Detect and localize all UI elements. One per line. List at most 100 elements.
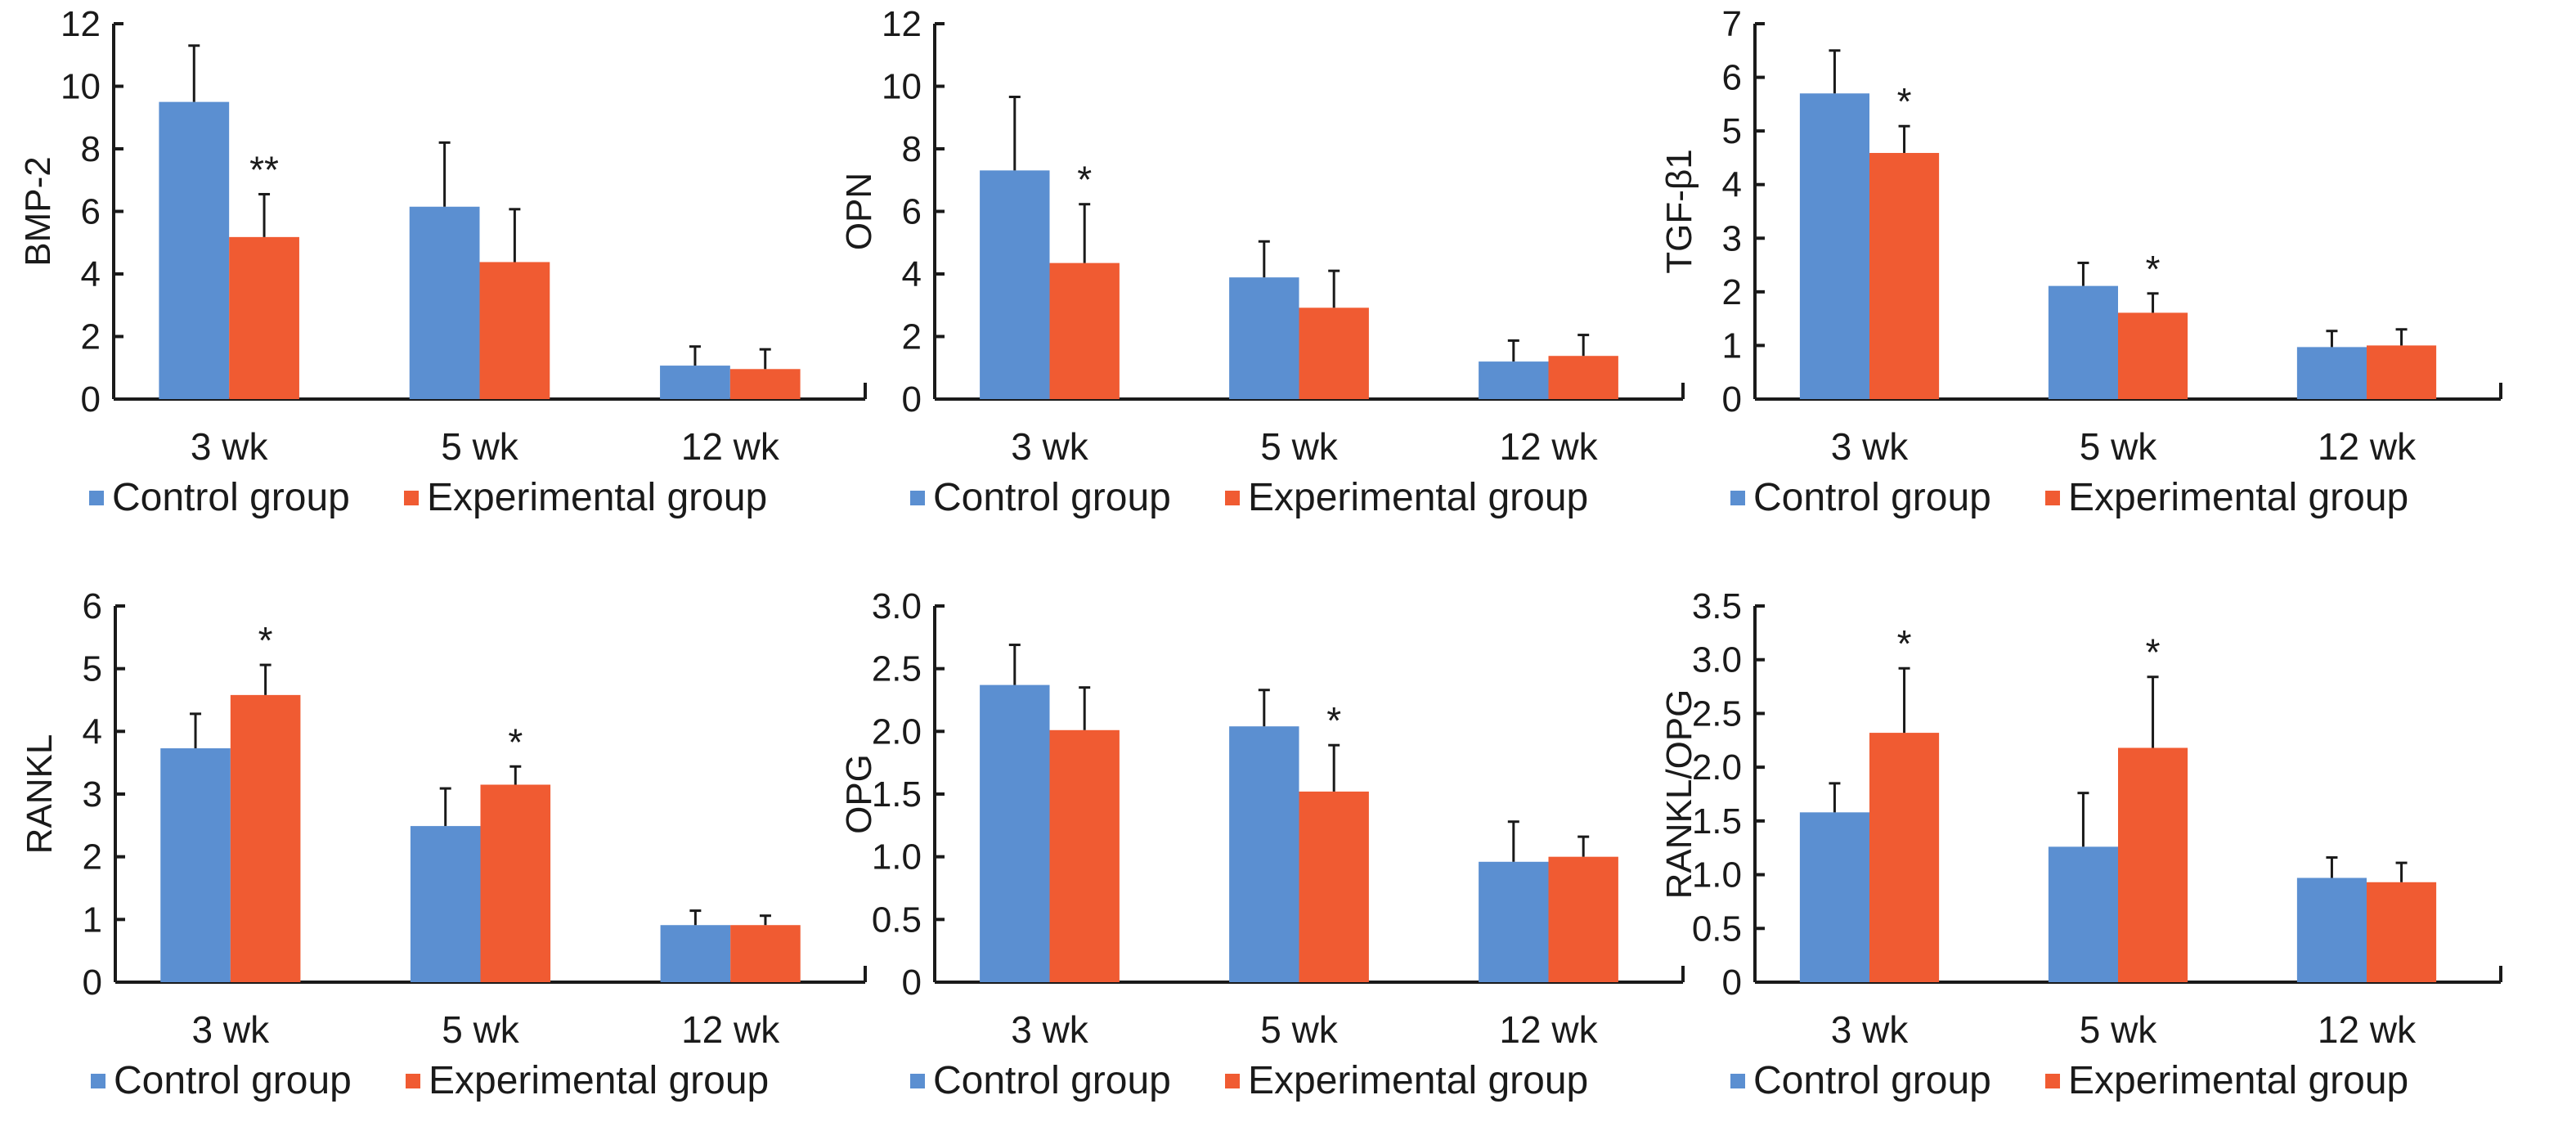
x-tick-label: 12 wk bbox=[1499, 425, 1598, 468]
significance-marker: * bbox=[2146, 248, 2161, 290]
y-tick-label: 4 bbox=[83, 711, 102, 752]
experimental-bar bbox=[2118, 747, 2188, 982]
legend-label-control: Control group bbox=[1753, 476, 1991, 519]
control-bar bbox=[980, 684, 1050, 982]
legend-label-experimental: Experimental group bbox=[2068, 1059, 2408, 1102]
y-tick-label: 3.0 bbox=[872, 586, 922, 626]
y-tick-label: 7 bbox=[1722, 4, 1742, 44]
y-tick-label: 1.0 bbox=[1692, 855, 1742, 895]
y-tick-label: 0 bbox=[902, 379, 922, 420]
experimental-bar bbox=[729, 369, 801, 399]
control-bar bbox=[660, 925, 731, 982]
significance-marker: * bbox=[1326, 699, 1341, 742]
chart-panel-opg: 0 0.5 1.0 1.5 2.0 2.5 3.0 OPG 3 wk * 5 wk 12 wk Cont… bbox=[839, 586, 1685, 1102]
legend-label-experimental: Experimental group bbox=[2068, 476, 2408, 519]
y-tick-label: 5 bbox=[83, 649, 102, 689]
chart-panel-tgf-1: 0 1 2 3 4 5 6 7 TGF-β1 * 3 wk * 5 wk 12 wk Control gro… bbox=[1659, 4, 2502, 519]
experimental-bar bbox=[1049, 263, 1120, 399]
y-axis-label: TGF-β1 bbox=[1659, 149, 1699, 273]
significance-marker: ** bbox=[249, 148, 279, 191]
y-tick-label: 3.5 bbox=[1692, 586, 1742, 626]
y-tick-label: 3.0 bbox=[1692, 640, 1742, 680]
y-tick-label: 3 bbox=[1722, 218, 1742, 258]
y-tick-label: 1.0 bbox=[872, 837, 922, 877]
control-bar bbox=[980, 170, 1050, 399]
y-tick-label: 0 bbox=[81, 379, 101, 420]
control-bar bbox=[660, 366, 730, 399]
experimental-bar bbox=[1869, 733, 1940, 982]
legend-label-control: Control group bbox=[114, 1059, 352, 1102]
experimental-bar bbox=[1548, 856, 1618, 982]
experimental-bar bbox=[2367, 345, 2437, 399]
experimental-bar bbox=[1299, 307, 1369, 399]
legend-label-control: Control group bbox=[933, 1059, 1171, 1102]
y-tick-label: 4 bbox=[81, 254, 101, 294]
legend-swatch-experimental bbox=[406, 1074, 420, 1088]
x-tick-label: 3 wk bbox=[191, 425, 269, 468]
y-tick-label: 0 bbox=[1722, 963, 1742, 1003]
legend-label-experimental: Experimental group bbox=[1248, 476, 1588, 519]
legend-swatch-control bbox=[910, 491, 925, 505]
x-tick-label: 5 wk bbox=[2080, 425, 2158, 468]
control-bar bbox=[409, 206, 480, 399]
x-tick-label: 12 wk bbox=[681, 425, 780, 468]
legend-swatch-control bbox=[1730, 1074, 1745, 1088]
x-tick-label: 3 wk bbox=[1011, 1008, 1089, 1051]
x-tick-label: 12 wk bbox=[2318, 1008, 2417, 1051]
x-tick-label: 5 wk bbox=[2080, 1008, 2158, 1051]
control-bar bbox=[2296, 347, 2367, 399]
y-tick-label: 8 bbox=[81, 129, 101, 169]
significance-marker: * bbox=[1897, 622, 1912, 665]
y-tick-label: 0 bbox=[1722, 379, 1742, 420]
experimental-bar bbox=[1548, 356, 1618, 399]
control-bar bbox=[1229, 726, 1299, 982]
legend-swatch-experimental bbox=[1225, 1074, 1240, 1088]
legend-swatch-experimental bbox=[1225, 491, 1240, 505]
legend-label-control: Control group bbox=[1753, 1059, 1991, 1102]
legend-swatch-experimental bbox=[404, 491, 419, 505]
control-bar bbox=[160, 748, 231, 982]
legend-label-control: Control group bbox=[933, 476, 1171, 519]
control-bar bbox=[1479, 361, 1549, 399]
control-bar bbox=[410, 826, 481, 982]
legend-swatch-experimental bbox=[2045, 1074, 2060, 1088]
chart-panel-bmp-2: 0 2 4 6 8 10 12 BMP-2 ** 3 wk 5 wk 12 wk Control gro… bbox=[18, 4, 867, 519]
y-tick-label: 2 bbox=[81, 317, 101, 357]
y-tick-label: 8 bbox=[902, 129, 922, 169]
y-tick-label: 2 bbox=[902, 317, 922, 357]
y-tick-label: 12 bbox=[882, 4, 922, 44]
control-bar bbox=[1799, 812, 1869, 982]
legend-label-control: Control group bbox=[112, 476, 350, 519]
legend-swatch-control bbox=[910, 1074, 925, 1088]
control-bar bbox=[2048, 285, 2118, 399]
legend-swatch-control bbox=[1730, 491, 1745, 505]
x-tick-label: 5 wk bbox=[1260, 425, 1339, 468]
x-tick-label: 3 wk bbox=[1831, 425, 1910, 468]
significance-marker: * bbox=[508, 720, 523, 763]
y-axis-label: RANKL/OPG bbox=[1659, 689, 1699, 900]
y-tick-label: 0.5 bbox=[1692, 909, 1742, 949]
y-tick-label: 6 bbox=[83, 586, 102, 626]
legend-swatch-control bbox=[89, 491, 104, 505]
x-tick-label: 3 wk bbox=[192, 1008, 271, 1051]
experimental-bar bbox=[2367, 882, 2437, 982]
experimental-bar bbox=[230, 694, 301, 982]
y-axis-label: BMP-2 bbox=[18, 156, 58, 266]
y-tick-label: 0 bbox=[902, 963, 922, 1003]
y-tick-label: 6 bbox=[902, 192, 922, 232]
y-tick-label: 1 bbox=[1722, 325, 1742, 366]
chart-panel-rankl-opg: 0 0.5 1.0 1.5 2.0 2.5 3.0 3.5 RANKL/OPG * 3 wk * 5 w… bbox=[1659, 586, 2502, 1102]
experimental-bar bbox=[229, 236, 299, 399]
chart-panel-opn: 0 2 4 6 8 10 12 OPN * 3 wk 5 wk 12 wk Control group E… bbox=[839, 4, 1685, 519]
y-tick-label: 2 bbox=[83, 837, 102, 877]
y-tick-label: 5 bbox=[1722, 111, 1742, 151]
y-tick-label: 10 bbox=[61, 67, 101, 107]
y-tick-label: 2 bbox=[1722, 272, 1742, 312]
y-axis-label: RANKL bbox=[20, 734, 60, 855]
experimental-bar bbox=[1049, 729, 1120, 982]
legend-label-experimental: Experimental group bbox=[1248, 1059, 1588, 1102]
y-tick-label: 1 bbox=[83, 900, 102, 940]
control-bar bbox=[1229, 277, 1299, 399]
control-bar bbox=[2296, 877, 2367, 982]
y-tick-label: 1.5 bbox=[872, 774, 922, 815]
